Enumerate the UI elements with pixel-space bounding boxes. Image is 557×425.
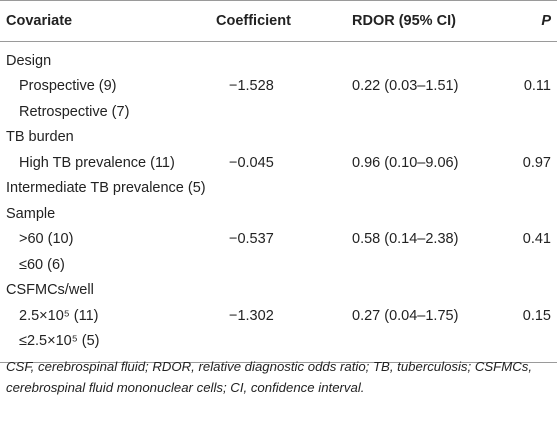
header-row: Covariate Coefficient RDOR (95% CI) P: [0, 0, 557, 42]
coefficient-cell: [212, 42, 344, 74]
covariate-cell: ≤2.5×10⁵ (5): [19, 333, 100, 350]
table-row: ≤2.5×10⁵ (5): [0, 329, 557, 363]
rdor-cell: 0.22 (0.03–1.51): [352, 78, 459, 95]
rdor-cell: [344, 176, 500, 202]
covariate-cell: CSFMCs/well: [6, 282, 94, 299]
table-row: Prospective (9) −1.528 0.22 (0.03–1.51) 0.1…: [0, 74, 557, 100]
p-value-cell: 0.11: [523, 78, 551, 95]
meta-regression-table: Covariate Coefficient RDOR (95% CI) P De…: [0, 0, 557, 363]
covariate-cell: High TB prevalence (11): [19, 154, 175, 171]
p-value-cell: [500, 99, 557, 125]
covariate-cell: Sample: [6, 205, 56, 222]
table-body: Design Prospective (9) −1.528 0.22 (0.03–1.…: [0, 42, 557, 363]
table-row: Retrospective (7): [0, 99, 557, 125]
table-row: ≤60 (6): [0, 252, 557, 278]
table-row: >60 (10) −0.537 0.58 (0.14–2.38) 0.41: [0, 227, 557, 253]
covariate-cell: Design: [6, 52, 52, 69]
p-value-cell: 0.41: [522, 231, 551, 248]
table-header: Covariate Coefficient RDOR (95% CI) P: [0, 0, 557, 42]
covariate-cell: >60 (10): [19, 231, 74, 248]
coefficient-cell: −1.528: [229, 78, 274, 95]
table-row: Intermediate TB prevalence (5): [0, 176, 557, 202]
coefficient-cell: −0.045: [229, 154, 274, 171]
p-value-cell: [500, 176, 557, 202]
coefficient-cell: −0.537: [229, 231, 274, 248]
rdor-cell: [344, 201, 500, 227]
rdor-cell: 0.96 (0.10–9.06): [352, 154, 459, 171]
rdor-cell: [344, 42, 500, 74]
p-value-cell: [500, 125, 557, 151]
coefficient-cell: [212, 252, 344, 278]
p-value-cell: [500, 201, 557, 227]
rdor-cell: [344, 125, 500, 151]
table-row: TB burden: [0, 125, 557, 151]
coefficient-cell: [212, 125, 344, 151]
rdor-cell: [344, 99, 500, 125]
coefficient-cell: [212, 201, 344, 227]
table-footnote: CSF, cerebrospinal fluid; RDOR, relative…: [6, 359, 532, 395]
table-row: Design: [0, 42, 557, 74]
rdor-cell: [344, 252, 500, 278]
meta-regression-table-container: Covariate Coefficient RDOR (95% CI) P De…: [0, 0, 557, 363]
header-covariate: Covariate: [0, 0, 212, 42]
p-value-cell: [500, 42, 557, 74]
p-value-cell: [500, 252, 557, 278]
header-coefficient: Coefficient: [212, 0, 344, 42]
coefficient-cell: −1.302: [229, 307, 274, 324]
rdor-cell: 0.27 (0.04–1.75): [352, 307, 459, 324]
table-row: High TB prevalence (11) −0.045 0.96 (0.10–…: [0, 150, 557, 176]
header-rdor: RDOR (95% CI): [344, 0, 500, 42]
covariate-cell: Prospective (9): [19, 78, 117, 95]
covariate-cell: ≤60 (6): [19, 256, 65, 273]
rdor-cell: 0.58 (0.14–2.38): [352, 231, 459, 248]
covariate-cell: 2.5×10⁵ (11): [19, 307, 99, 324]
table-bottom-rule: [0, 362, 557, 363]
table-row: CSFMCs/well: [0, 278, 557, 304]
table-row: Sample: [0, 201, 557, 227]
coefficient-cell: [212, 278, 344, 304]
covariate-cell: Retrospective (7): [19, 103, 130, 120]
p-value-cell: 0.15: [522, 307, 551, 324]
covariate-cell: TB burden: [6, 129, 74, 146]
rdor-cell: [344, 278, 500, 304]
p-value-cell: [500, 278, 557, 304]
coefficient-cell: [212, 99, 344, 125]
p-value-cell: 0.97: [522, 154, 551, 171]
coefficient-cell: [212, 176, 344, 202]
table-row: 2.5×10⁵ (11) −1.302 0.27 (0.04–1.75) 0.15: [0, 303, 557, 329]
covariate-cell: Intermediate TB prevalence (5): [6, 180, 206, 197]
header-p-value: P: [500, 0, 557, 42]
